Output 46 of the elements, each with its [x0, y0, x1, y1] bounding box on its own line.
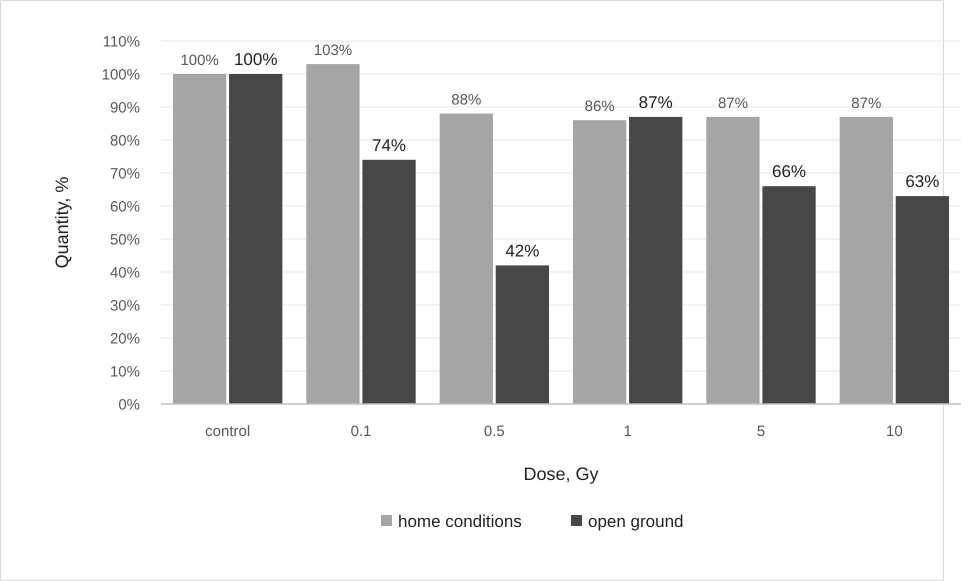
bar — [173, 74, 226, 404]
y-tick-label: 0% — [118, 396, 140, 414]
x-tick-label: 1 — [623, 423, 632, 440]
data-label: 86% — [584, 98, 615, 116]
x-tick-label: 10 — [886, 423, 903, 440]
y-tick-label: 110% — [102, 33, 140, 50]
legend-label: home conditions — [398, 512, 522, 531]
bar — [762, 186, 816, 404]
bar — [706, 116, 760, 404]
y-tick-label: 10% — [110, 363, 140, 380]
y-tick-label: 100% — [102, 66, 140, 84]
y-axis-title: Quantity, % — [52, 176, 72, 268]
data-label: 100% — [180, 52, 219, 69]
bar — [840, 116, 893, 404]
y-tick-label: 60% — [110, 198, 140, 216]
bar — [440, 114, 493, 404]
data-label: 87% — [851, 94, 882, 112]
bar — [629, 116, 682, 404]
x-tick-label: control — [205, 423, 250, 440]
data-label: 87% — [718, 94, 748, 112]
data-label: 42% — [505, 241, 540, 260]
data-label: 74% — [372, 136, 406, 155]
y-tick-label: 50% — [110, 231, 140, 248]
data-label: 63% — [905, 172, 940, 192]
bar — [306, 64, 360, 404]
bar — [362, 160, 416, 404]
y-tick-label: 70% — [110, 165, 140, 182]
y-tick-label: 90% — [110, 99, 140, 116]
y-tick-label: 40% — [110, 264, 140, 282]
y-tick-label: 80% — [110, 132, 140, 150]
data-label: 88% — [451, 92, 482, 109]
legend-label: open ground — [588, 512, 684, 531]
bar — [896, 196, 949, 404]
bar — [573, 120, 626, 404]
x-tick-label: 5 — [756, 423, 766, 440]
data-label: 103% — [314, 42, 352, 60]
data-label: 87% — [638, 92, 673, 112]
data-label: 100% — [234, 50, 278, 69]
bar — [496, 265, 549, 404]
data-label: 66% — [772, 162, 806, 182]
y-tick-label: 20% — [110, 330, 140, 348]
x-axis-title: Dose, Gy — [523, 464, 599, 484]
bar — [229, 74, 282, 404]
y-tick-label: 30% — [110, 297, 140, 314]
x-tick-label: 0.5 — [484, 423, 505, 440]
x-tick-label: 0.1 — [350, 423, 372, 440]
